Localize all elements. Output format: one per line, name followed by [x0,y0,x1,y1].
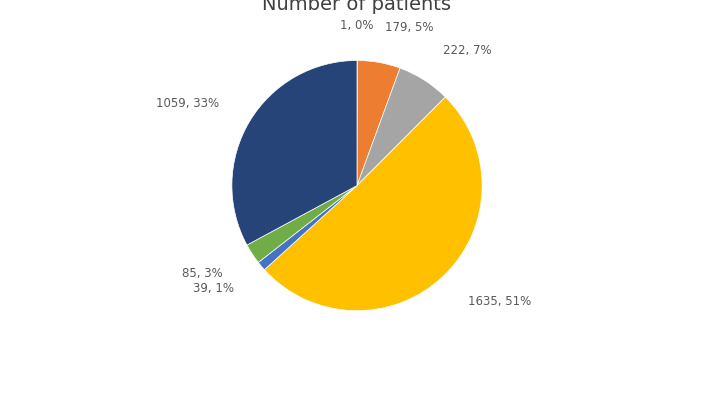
Text: 1635, 51%: 1635, 51% [468,295,531,308]
Text: 1, 0%: 1, 0% [341,19,374,32]
Text: 179, 5%: 179, 5% [385,21,433,35]
Wedge shape [264,97,482,311]
Text: 222, 7%: 222, 7% [443,44,492,57]
Wedge shape [357,68,446,186]
Wedge shape [258,186,357,270]
Wedge shape [247,186,357,262]
Title: Number of patients: Number of patients [263,0,451,14]
Text: 39, 1%: 39, 1% [193,282,234,295]
Wedge shape [357,60,400,186]
Text: 85, 3%: 85, 3% [182,266,223,280]
Text: 1059, 33%: 1059, 33% [156,97,219,110]
Wedge shape [232,60,357,245]
